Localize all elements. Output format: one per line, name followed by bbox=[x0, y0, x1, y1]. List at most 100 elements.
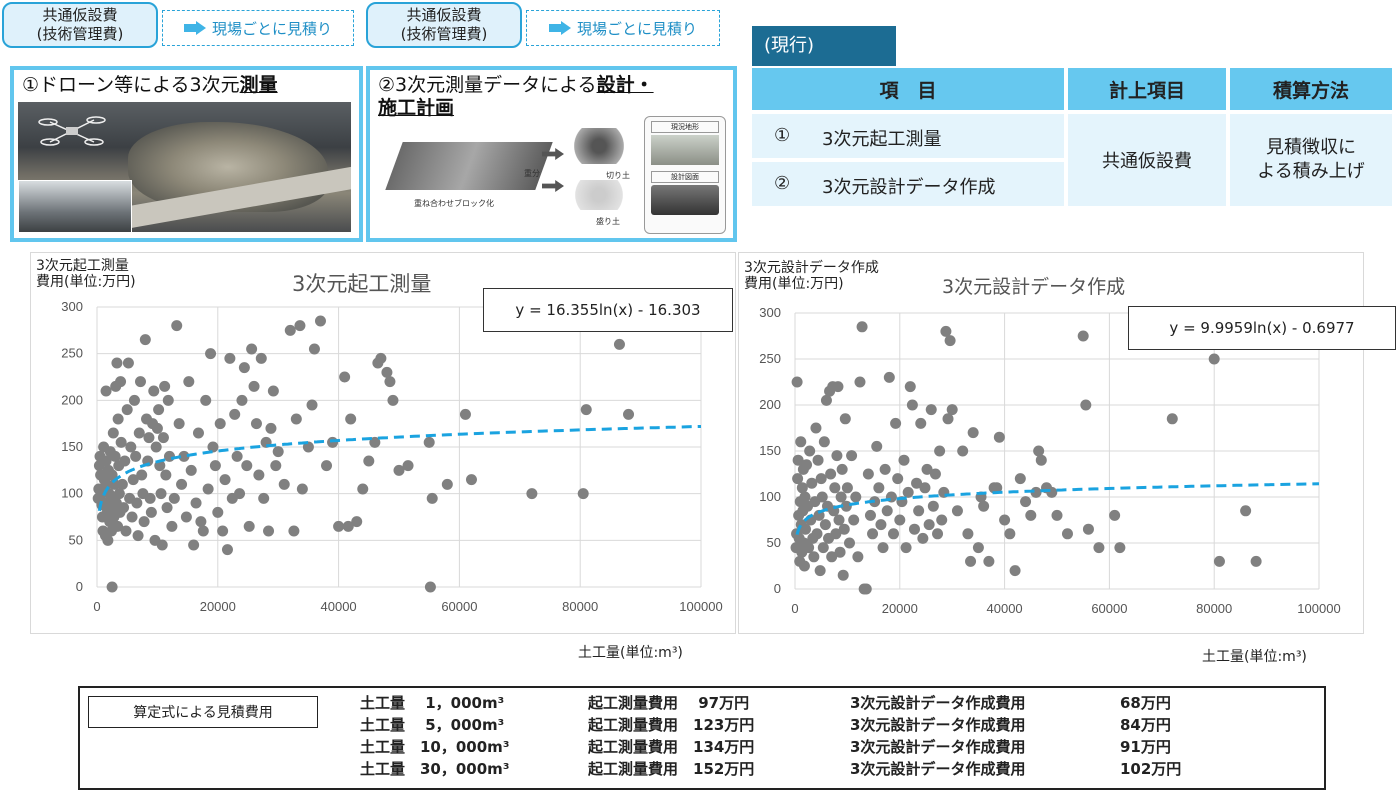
row-item: 3次元起工測量 bbox=[822, 129, 942, 150]
data-point bbox=[229, 408, 241, 420]
data-point bbox=[898, 454, 910, 466]
data-point bbox=[205, 348, 217, 360]
data-point bbox=[967, 427, 979, 439]
data-point bbox=[384, 376, 396, 388]
chart-design-ylabel: 3次元設計データ作成 費用(単位:万円) bbox=[744, 260, 879, 292]
data-point bbox=[848, 514, 860, 526]
data-point bbox=[148, 385, 160, 397]
chart-survey-ylabel: 3次元起工測量 費用(単位:万円) bbox=[36, 258, 136, 290]
data-point bbox=[526, 488, 538, 500]
data-point bbox=[1082, 523, 1094, 535]
table-merged-cost: 共通仮設費 bbox=[1068, 114, 1226, 206]
data-point bbox=[118, 502, 130, 514]
data-point bbox=[109, 478, 121, 490]
row-design-label: 3次元設計データ作成費用 bbox=[850, 694, 1026, 712]
arrow-right-icon bbox=[548, 21, 571, 35]
data-point bbox=[900, 542, 912, 554]
data-point bbox=[965, 555, 977, 567]
data-point bbox=[351, 516, 363, 528]
data-point bbox=[833, 514, 845, 526]
data-point bbox=[850, 491, 862, 503]
x-tick-label: 100000 bbox=[679, 599, 722, 614]
data-point bbox=[288, 525, 300, 537]
data-point bbox=[795, 436, 807, 448]
y-tick-label: 100 bbox=[61, 486, 83, 501]
data-point bbox=[803, 542, 815, 554]
data-point bbox=[1114, 542, 1126, 554]
data-point bbox=[236, 394, 248, 406]
data-point bbox=[577, 488, 589, 500]
data-point bbox=[818, 436, 830, 448]
data-point bbox=[160, 469, 172, 481]
row-design-label: 3次元設計データ作成費用 bbox=[850, 760, 1026, 778]
data-point bbox=[834, 546, 846, 558]
data-point bbox=[835, 491, 847, 503]
table-header-cost: 計上項目 bbox=[1068, 68, 1226, 110]
data-point bbox=[799, 491, 811, 503]
row-design-cost: 102万円 bbox=[1120, 760, 1182, 778]
data-point bbox=[871, 440, 883, 452]
data-point bbox=[904, 381, 916, 393]
data-point bbox=[1093, 542, 1105, 554]
data-point bbox=[957, 445, 969, 457]
data-point bbox=[860, 583, 872, 595]
table-header-item: 項 目 bbox=[752, 68, 1064, 110]
arrow-right-icon bbox=[183, 21, 206, 35]
data-point bbox=[921, 463, 933, 475]
data-point bbox=[267, 385, 279, 397]
data-point bbox=[1080, 399, 1092, 411]
data-point bbox=[125, 441, 137, 453]
data-point bbox=[197, 525, 209, 537]
data-point bbox=[393, 464, 405, 476]
data-point bbox=[946, 404, 958, 416]
chart-survey-equation: y = 16.355ln(x) - 16.303 bbox=[483, 288, 733, 332]
data-point bbox=[927, 500, 939, 512]
data-point bbox=[816, 491, 828, 503]
current-table: 項 目 計上項目 積算方法 ① 3次元起工測量 ② 3次元設計データ作成 共通仮… bbox=[752, 68, 1392, 208]
data-point bbox=[879, 463, 891, 475]
data-point bbox=[342, 520, 354, 532]
data-point bbox=[838, 523, 850, 535]
data-point bbox=[190, 497, 202, 509]
data-point bbox=[163, 450, 175, 462]
data-point bbox=[932, 528, 944, 540]
row-survey-cost: 起工測量費用 134万円 bbox=[588, 738, 755, 756]
y-tick-label: 0 bbox=[774, 581, 781, 596]
data-point bbox=[130, 450, 142, 462]
diagram-label-b: 盛り土 bbox=[596, 217, 620, 226]
data-point bbox=[106, 581, 118, 593]
data-point bbox=[306, 399, 318, 411]
row-design-cost: 91万円 bbox=[1120, 738, 1171, 756]
data-point bbox=[1004, 528, 1016, 540]
table-row: ② 3次元設計データ作成 bbox=[752, 162, 1064, 206]
ylabel-line2: 費用(単位:万円) bbox=[744, 276, 844, 292]
data-point bbox=[934, 445, 946, 457]
x-tick-label: 0 bbox=[93, 599, 100, 614]
method-line2: よる積み上げ bbox=[1257, 161, 1365, 182]
ylabel-line1: 3次元起工測量 bbox=[36, 258, 129, 274]
y-tick-label: 250 bbox=[759, 351, 781, 366]
panel-title-prefix: ②3次元測量データによる bbox=[378, 74, 597, 96]
data-point bbox=[441, 478, 453, 490]
data-point bbox=[888, 528, 900, 540]
data-point bbox=[217, 525, 229, 537]
data-point bbox=[345, 413, 357, 425]
data-point bbox=[369, 436, 381, 448]
data-point bbox=[801, 459, 813, 471]
data-point bbox=[321, 460, 333, 472]
data-point bbox=[106, 469, 118, 481]
data-point bbox=[983, 555, 995, 567]
data-point bbox=[119, 455, 131, 467]
data-point bbox=[843, 537, 855, 549]
row-volume: 土工量 1，000m³ bbox=[360, 694, 505, 712]
data-point bbox=[929, 468, 941, 480]
chart-design-title: 3次元設計データ作成 bbox=[942, 276, 1126, 298]
panel-drone-survey-title: ①ドローン等による3次元測量 bbox=[14, 70, 359, 101]
data-point bbox=[940, 325, 952, 337]
data-point bbox=[195, 516, 207, 528]
data-point bbox=[839, 413, 851, 425]
data-point bbox=[846, 450, 858, 462]
data-point bbox=[1020, 496, 1032, 508]
data-point bbox=[424, 581, 436, 593]
data-point bbox=[613, 338, 625, 350]
